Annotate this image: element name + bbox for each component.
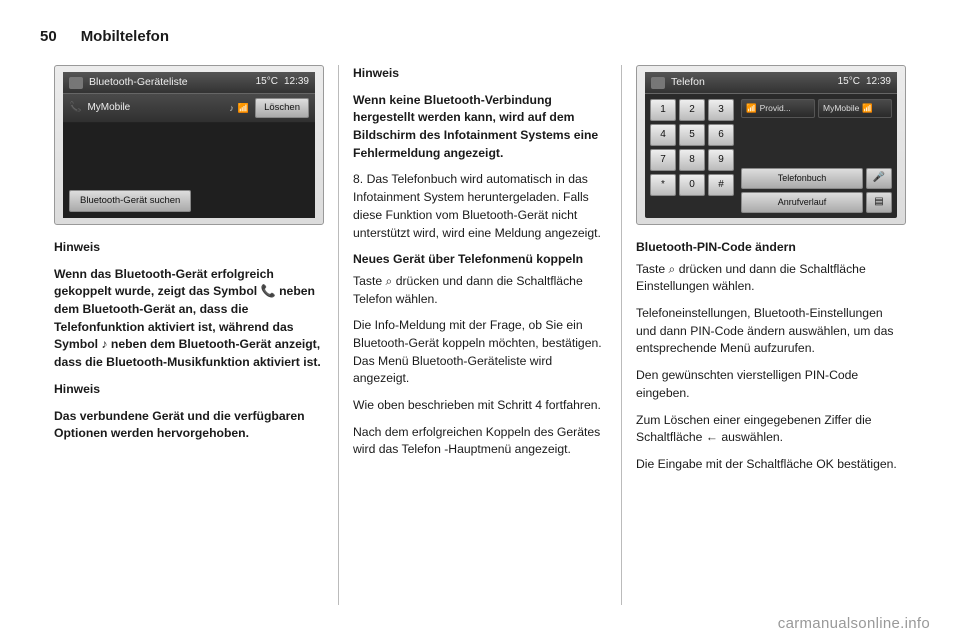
infotainment-frame: Bluetooth-Geräteliste 15°C 12:39 📞 MyMob… <box>54 65 324 225</box>
provider-slot: 📶 Provid... <box>741 99 815 117</box>
page-header: 50 Mobiltelefon <box>40 28 920 45</box>
phone-right-panel: 📶 Provid... MyMobile 📶 Telefonbu <box>739 94 897 218</box>
page-number: 50 <box>40 28 57 45</box>
time-indicator: 12:39 <box>866 75 891 90</box>
screen-body: 📞 MyMobile ♪📶 Löschen Bluetooth-Gerät su… <box>63 94 315 218</box>
para: Taste ⌕ drücken und dann die Schaltfläch… <box>636 261 906 296</box>
watermark: carmanualsonline.info <box>778 615 930 632</box>
hint-text-1: Wenn das Bluetooth-Gerät erfolgreich gek… <box>54 266 324 372</box>
para: Die Info-Meldung mit der Frage, ob Sie e… <box>353 317 607 388</box>
screen-title: Bluetooth-Geräteliste <box>89 75 250 90</box>
time-indicator: 12:39 <box>284 75 309 90</box>
content-columns: Bluetooth-Geräteliste 15°C 12:39 📞 MyMob… <box>40 65 920 605</box>
step-number: 8. <box>353 172 363 186</box>
device-status-icons: ♪📶 <box>229 102 249 115</box>
key-3[interactable]: 3 <box>708 99 734 121</box>
para: Die Eingabe mit der Schaltfläche OK best… <box>636 456 906 474</box>
back-icon[interactable] <box>69 77 83 89</box>
para: Wie oben beschrieben mit Schritt 4 fortf… <box>353 397 607 415</box>
key-star[interactable]: * <box>650 174 676 196</box>
provider-label: Provid... <box>760 102 791 114</box>
key-8[interactable]: 8 <box>679 149 705 171</box>
screen-header: Telefon 15°C 12:39 <box>645 72 897 94</box>
key-5[interactable]: 5 <box>679 124 705 146</box>
para: Zum Löschen einer eingegebenen Ziffer di… <box>636 412 906 447</box>
infotainment-frame: Telefon 15°C 12:39 1 2 3 4 5 6 7 <box>636 65 906 225</box>
contacts-icon[interactable]: ▤ <box>866 192 892 213</box>
delete-button[interactable]: Löschen <box>255 98 309 118</box>
para: Taste ⌕ drücken und dann die Schaltfläch… <box>353 273 607 308</box>
column-1: Bluetooth-Geräteliste 15°C 12:39 📞 MyMob… <box>40 65 338 605</box>
key-2[interactable]: 2 <box>679 99 705 121</box>
hint-text: Wenn keine Bluetooth-Verbindung hergeste… <box>353 92 607 163</box>
device-row[interactable]: 📞 MyMobile ♪📶 Löschen <box>63 94 315 123</box>
section-title: Mobiltelefon <box>81 28 169 45</box>
key-0[interactable]: 0 <box>679 174 705 196</box>
call-history-button[interactable]: Anrufverlauf <box>741 192 863 213</box>
mute-icon[interactable]: 🎤 <box>866 168 892 189</box>
column-3: Telefon 15°C 12:39 1 2 3 4 5 6 7 <box>621 65 920 605</box>
key-6[interactable]: 6 <box>708 124 734 146</box>
search-bluetooth-button[interactable]: Bluetooth-Gerät suchen <box>69 190 191 212</box>
step-8: 8. Das Telefonbuch wird automatisch in d… <box>353 171 607 242</box>
hint-text-2: Das verbundene Gerät und die verfügbaren… <box>54 408 324 443</box>
phone-screen: Telefon 15°C 12:39 1 2 3 4 5 6 7 <box>645 72 897 218</box>
temp-indicator: 15°C <box>838 75 860 90</box>
phonebook-button[interactable]: Telefonbuch <box>741 168 863 189</box>
keypad-area: 1 2 3 4 5 6 7 8 9 * 0 # <box>645 94 897 218</box>
dial-keypad: 1 2 3 4 5 6 7 8 9 * 0 # <box>645 94 739 218</box>
key-1[interactable]: 1 <box>650 99 676 121</box>
search-row: Bluetooth-Gerät suchen <box>63 184 315 218</box>
hint-heading-2: Hinweis <box>54 381 324 399</box>
step-text: Das Telefonbuch wird automatisch in das … <box>353 172 601 239</box>
key-7[interactable]: 7 <box>650 149 676 171</box>
screen-title: Telefon <box>671 75 832 90</box>
hint-heading: Hinweis <box>353 65 607 83</box>
subheading: Bluetooth-PIN-Code ändern <box>636 239 906 257</box>
para: Den gewünschten vierstelligen PIN-Code e… <box>636 367 906 402</box>
phone-icon: 📞 <box>69 101 81 116</box>
bluetooth-list-screen: Bluetooth-Geräteliste 15°C 12:39 📞 MyMob… <box>63 72 315 218</box>
key-4[interactable]: 4 <box>650 124 676 146</box>
temp-indicator: 15°C <box>256 75 278 90</box>
device-label: MyMobile <box>823 102 859 114</box>
back-icon[interactable] <box>651 77 665 89</box>
subheading: Neues Gerät über Telefonmenü koppeln <box>353 251 607 269</box>
key-9[interactable]: 9 <box>708 149 734 171</box>
hint-heading: Hinweis <box>54 239 324 257</box>
manual-page: 50 Mobiltelefon Bluetooth-Geräteliste 15… <box>0 0 960 642</box>
signal-icon: 📶 <box>862 102 873 114</box>
device-slot: MyMobile 📶 <box>818 99 892 117</box>
key-hash[interactable]: # <box>708 174 734 196</box>
para: Telefoneinstellungen, Bluetooth-Einstell… <box>636 305 906 358</box>
column-2: Hinweis Wenn keine Bluetooth-Verbindung … <box>338 65 621 605</box>
para: Nach dem erfolgreichen Koppeln des Gerät… <box>353 424 607 459</box>
screen-header: Bluetooth-Geräteliste 15°C 12:39 <box>63 72 315 94</box>
provider-row: 📶 Provid... MyMobile 📶 <box>741 99 892 117</box>
device-name: MyMobile <box>87 101 223 116</box>
signal-icon: 📶 <box>746 102 757 114</box>
